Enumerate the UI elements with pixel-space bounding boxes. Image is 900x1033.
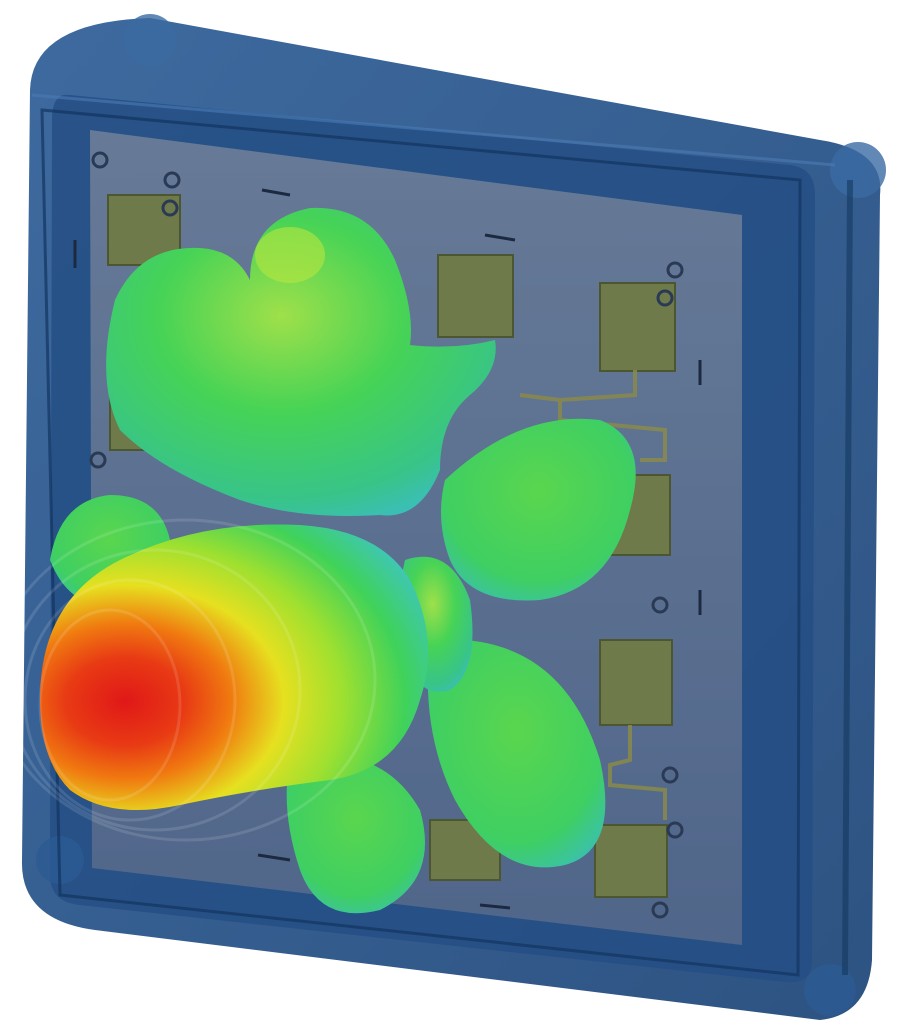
patch-element bbox=[437, 254, 514, 338]
corner-post-icon bbox=[124, 14, 176, 66]
screw-icon bbox=[651, 596, 669, 614]
side-lobe bbox=[427, 639, 606, 868]
radiation-pattern bbox=[0, 207, 636, 914]
side-lobe bbox=[286, 755, 425, 914]
corner-post-icon bbox=[830, 142, 886, 198]
patch-element bbox=[599, 282, 676, 372]
feed-traces bbox=[519, 370, 667, 820]
screw-icon bbox=[91, 151, 109, 169]
screw-icon bbox=[163, 171, 181, 189]
side-lobe bbox=[441, 418, 636, 601]
connector-marks bbox=[73, 188, 702, 910]
screw-icon bbox=[656, 289, 674, 307]
screw-icon bbox=[666, 821, 684, 839]
main-lobe-contours bbox=[0, 518, 377, 842]
screw-holes bbox=[89, 151, 684, 919]
patch-element bbox=[599, 639, 673, 726]
upper-lobe bbox=[106, 207, 496, 516]
screw-icon bbox=[89, 451, 107, 469]
corner-post-icon bbox=[804, 964, 856, 1016]
screw-icon bbox=[161, 199, 179, 217]
screw-icon bbox=[651, 901, 669, 919]
screw-icon bbox=[666, 261, 684, 279]
lobe-highlight bbox=[255, 227, 325, 283]
patch-element bbox=[594, 824, 668, 898]
screw-icon bbox=[661, 766, 679, 784]
main-lobe bbox=[40, 524, 428, 810]
